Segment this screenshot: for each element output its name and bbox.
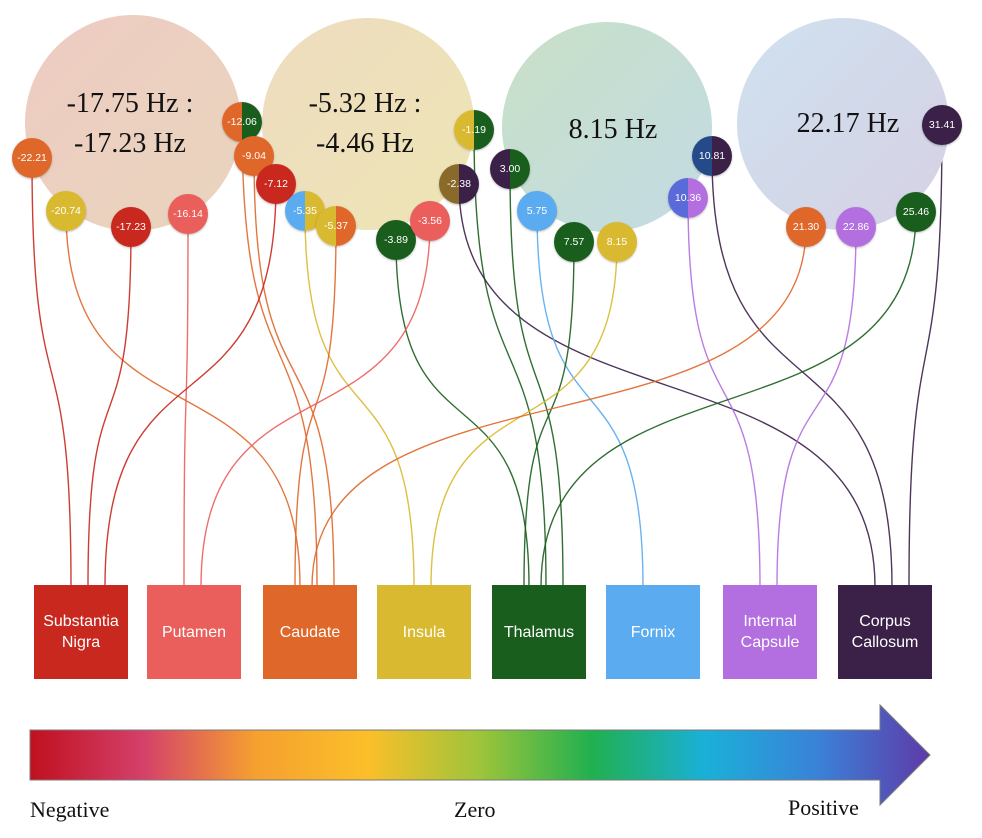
value-node: 7.57 [554, 222, 594, 262]
value-node: 10.81 [692, 136, 732, 176]
region-caudate: Caudate [263, 585, 357, 679]
value-node: -17.23 [111, 207, 151, 247]
value-node: 8.15 [597, 222, 637, 262]
cluster-2-line-1: -5.32 Hz : [308, 88, 422, 119]
link-cc [908, 124, 943, 588]
cluster-3-line-1: 8.15 Hz [568, 114, 658, 145]
cluster-1-line-1: -17.75 Hz : [66, 88, 194, 119]
link-ins [304, 210, 415, 588]
region-thalamus: Thalamus [492, 585, 586, 679]
cluster-label-1: -17.75 Hz : -17.23 Hz [40, 84, 220, 164]
value-node: 10.36 [668, 178, 708, 218]
value-node: -3.89 [376, 220, 416, 260]
cluster-1-line-2: -17.23 Hz [74, 128, 186, 159]
link-thal [523, 241, 575, 588]
value-node: 25.46 [896, 192, 936, 232]
link-thal [540, 211, 917, 588]
value-node: 22.86 [836, 207, 876, 247]
value-node: 21.30 [786, 207, 826, 247]
value-node: 3.00 [490, 149, 530, 189]
cluster-2-line-2: -4.46 Hz [316, 128, 414, 159]
scale-negative-label: Negative [30, 797, 110, 822]
value-node: -20.74 [46, 191, 86, 231]
link-sn [104, 183, 277, 588]
link-thal [473, 129, 547, 588]
link-ic [687, 197, 761, 588]
link-ins [430, 241, 618, 588]
cluster-label-2: -5.32 Hz : -4.46 Hz [275, 84, 455, 164]
link-sn [31, 157, 72, 588]
scale-positive-label: Positive [788, 795, 859, 820]
link-cau [65, 210, 301, 588]
region-fornix: Fornix [606, 585, 700, 679]
region-insula: Insula [377, 585, 471, 679]
scale-zero-label: Zero [454, 797, 496, 822]
link-thal [509, 168, 564, 588]
link-cc [458, 183, 876, 588]
region-substantia-nigra: Substantia Nigra [34, 585, 128, 679]
value-node: -22.21 [12, 138, 52, 178]
region-putamen: Putamen [147, 585, 241, 679]
value-node: -12.06 [222, 102, 262, 142]
value-node: 5.75 [517, 191, 557, 231]
value-node: -1.19 [454, 110, 494, 150]
value-node: -3.56 [410, 201, 450, 241]
link-put [200, 220, 431, 588]
link-thal [395, 239, 530, 588]
value-node: -16.14 [168, 194, 208, 234]
link-cau [241, 121, 318, 588]
value-node: -9.04 [234, 136, 274, 176]
value-node: 31.41 [922, 105, 962, 145]
value-node: -2.38 [439, 164, 479, 204]
link-cau [253, 155, 335, 588]
link-ic [776, 226, 857, 588]
value-node: -5.37 [316, 206, 356, 246]
cluster-4-line-1: 22.17 Hz [796, 108, 900, 139]
link-sn [87, 226, 132, 588]
link-cau [294, 225, 337, 588]
value-node: -7.12 [256, 164, 296, 204]
link-cau [311, 226, 807, 588]
cluster-label-4: 22.17 Hz [758, 104, 938, 144]
region-corpus-callosum: Corpus Callosum [838, 585, 932, 679]
region-internal-capsule: Internal Capsule [723, 585, 817, 679]
cluster-label-3: 8.15 Hz [523, 110, 703, 150]
link-put [183, 213, 189, 588]
